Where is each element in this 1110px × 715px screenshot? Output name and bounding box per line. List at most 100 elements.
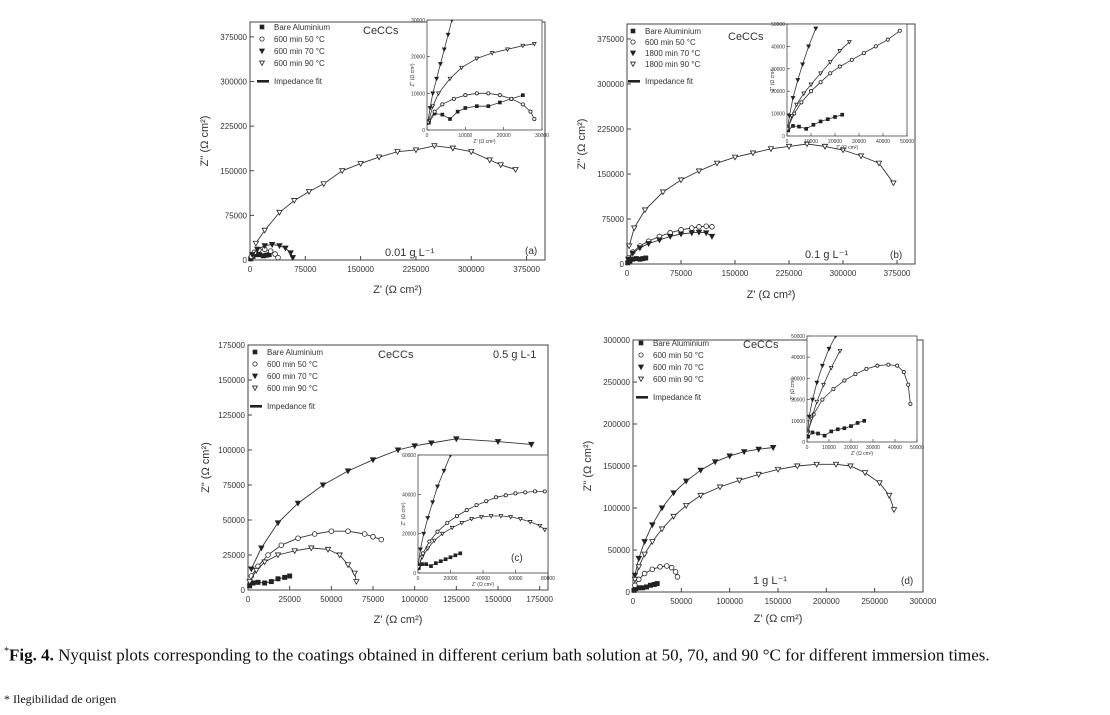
inset-data-point [807, 414, 812, 420]
data-point [250, 580, 256, 586]
inset-data-point [432, 109, 437, 114]
inset-x-tick-label: 30000 [535, 133, 549, 139]
inset-data-point [497, 93, 502, 98]
inset-data-point [509, 96, 514, 101]
x-tick-label: 225000 [403, 265, 430, 274]
x-tick-label: 0 [631, 597, 636, 606]
x-tick-label: 150000 [722, 269, 749, 278]
panel-label: (c) [511, 553, 523, 564]
data-point [657, 564, 663, 570]
inset-data-point [453, 553, 458, 558]
legend-label: 600 min 70 °C [267, 372, 318, 381]
inset-data-point [908, 401, 913, 406]
legend-marker [251, 373, 259, 380]
data-point [668, 564, 675, 571]
inset-fit-line [418, 455, 451, 566]
legend-marker [630, 28, 636, 34]
data-point [875, 160, 883, 167]
impedance-fit-line [634, 447, 774, 576]
inset-data-point [901, 370, 906, 375]
chart-panel-d: 0 50000 100000 150000 200000 250000 3000000500… [582, 334, 937, 625]
data-point [821, 143, 829, 150]
inset-data-point [463, 106, 468, 110]
legend-line [257, 80, 269, 83]
legend-line [250, 405, 262, 408]
inset-data-point [906, 382, 911, 387]
inset-x-tick-label: 10000 [804, 139, 818, 145]
inset-data-point [455, 109, 460, 114]
inset-data-point [821, 382, 826, 388]
inset-plot [787, 26, 902, 133]
inset-data-point [885, 37, 890, 42]
x-axis-label: Z' (Ω cm²) [754, 613, 803, 625]
data-point [512, 167, 519, 173]
inset-data-point [801, 91, 807, 97]
inset-plot [807, 336, 913, 439]
data-point [254, 246, 261, 253]
inset-data-point [862, 418, 867, 423]
x-tick-label: 0 [625, 269, 630, 278]
inset-data-point [835, 427, 840, 432]
data-point [678, 227, 684, 233]
legend-label: Bare Aluminium [645, 27, 701, 36]
data-point [394, 447, 402, 454]
x-axis-label: Z' (Ω cm²) [374, 614, 423, 626]
data-point [832, 461, 840, 468]
inset-data-point [437, 62, 443, 67]
inset-y-tick-label: 40000 [791, 355, 805, 361]
inset-data-point [469, 517, 475, 522]
panel-label: (a) [525, 246, 537, 257]
inset-data-point [886, 362, 891, 367]
y-axis-label: Z'' (Ω cm²) [576, 119, 588, 170]
data-point [767, 146, 775, 153]
data-point [295, 535, 301, 541]
inset-x-axis-label: Z' (Ω cm²) [836, 145, 859, 151]
inset-x-tick-label: 20000 [497, 133, 511, 139]
data-point [682, 502, 690, 509]
inset-data-point [790, 96, 796, 101]
y-tick-label: 25000 [223, 551, 246, 560]
inset-y-axis-label: Z'' (Ω cm²) [410, 63, 416, 86]
x-tick-label: 300000 [458, 265, 485, 274]
inset-x-tick-label: 30000 [866, 445, 880, 451]
data-point [774, 466, 782, 473]
inset-data-point [430, 500, 436, 505]
inset-data-point [532, 116, 537, 122]
y-tick-label: 375000 [597, 35, 624, 44]
inset-data-point [528, 109, 533, 114]
data-point [411, 443, 418, 450]
inset-data-point [787, 127, 791, 132]
inset-data-point [810, 397, 815, 403]
y-tick-label: 50000 [608, 546, 631, 555]
inset-fit-line [427, 43, 535, 123]
x-tick-label: 125000 [443, 595, 470, 604]
data-point [357, 161, 364, 168]
data-point [857, 153, 865, 160]
inset-data-point [849, 424, 853, 428]
data-point [265, 552, 271, 558]
data-point [839, 147, 847, 154]
data-point [308, 545, 315, 552]
data-point [861, 470, 869, 477]
legend-marker [638, 352, 644, 358]
y-tick-label: 100000 [218, 446, 245, 455]
inset-data-point [463, 93, 468, 98]
legend-label: 600 min 50 °C [274, 35, 325, 44]
legend-label: 600 min 50 °C [267, 360, 318, 369]
data-point [813, 461, 820, 468]
legend-marker [252, 361, 258, 367]
inset-data-point [808, 89, 814, 94]
inset-data-point [474, 503, 479, 508]
inset-data-point [810, 430, 815, 435]
chart-tag: CeCCs [363, 25, 399, 37]
inset-data-point [424, 562, 428, 566]
data-point [749, 150, 757, 157]
x-tick-label: 100000 [401, 595, 428, 604]
inset-data-point [447, 76, 453, 82]
data-point [649, 539, 656, 546]
inset-y-tick-label: 0 [802, 440, 805, 446]
x-tick-label: 250000 [861, 597, 888, 606]
data-point [688, 230, 696, 237]
inset-x-tick-label: 80000 [541, 576, 555, 582]
y-tick-label: 75000 [223, 481, 246, 490]
